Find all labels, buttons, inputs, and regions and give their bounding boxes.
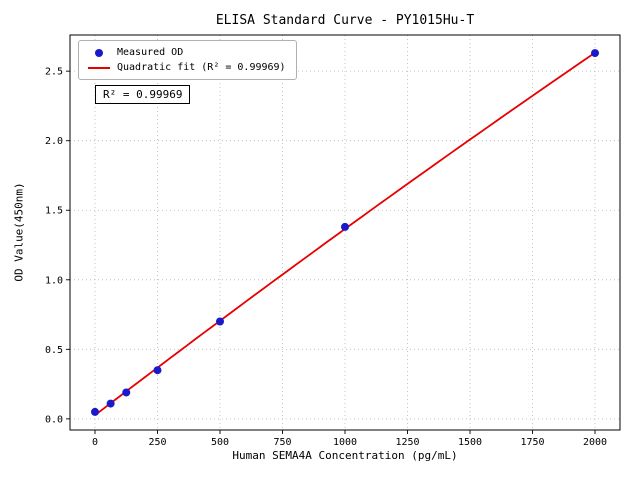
legend-item-measured-od: Measured OD xyxy=(87,45,286,60)
x-tick-label: 1500 xyxy=(458,437,482,448)
x-tick-label: 0 xyxy=(92,437,98,448)
x-tick-label: 1750 xyxy=(520,437,544,448)
y-tick-label: 0.0 xyxy=(45,414,63,425)
y-tick-label: 1.5 xyxy=(45,206,63,217)
legend: Measured OD Quadratic fit (R² = 0.99969) xyxy=(78,40,297,80)
legend-swatch xyxy=(87,48,111,57)
y-tick-label: 2.0 xyxy=(45,136,63,147)
y-tick-label: 0.5 xyxy=(45,345,63,356)
x-tick-label: 500 xyxy=(211,437,229,448)
x-tick-label: 250 xyxy=(148,437,166,448)
data-point xyxy=(591,49,599,58)
data-point xyxy=(153,366,162,375)
x-tick-label: 1000 xyxy=(333,437,357,448)
legend-label-quadratic-fit: Quadratic fit (R² = 0.99969) xyxy=(117,62,286,73)
data-point xyxy=(91,407,99,416)
legend-swatch xyxy=(87,66,111,69)
legend-label-measured-od: Measured OD xyxy=(117,47,184,58)
chart-title: ELISA Standard Curve - PY1015Hu-T xyxy=(215,13,475,28)
x-tick-label: 1250 xyxy=(395,437,419,448)
fit-line-marker-icon xyxy=(88,66,110,69)
data-point xyxy=(106,399,115,408)
r-squared-annotation: R² = 0.99969 xyxy=(95,85,191,104)
x-tick-label: 750 xyxy=(273,437,291,448)
y-tick-label: 2.5 xyxy=(45,67,63,78)
data-point xyxy=(341,222,349,231)
data-point xyxy=(216,317,224,326)
legend-item-quadratic-fit: Quadratic fit (R² = 0.99969) xyxy=(87,60,286,75)
x-tick-label: 2000 xyxy=(583,437,607,448)
y-axis-label: OD Value(450nm) xyxy=(12,182,26,282)
measured-od-marker-icon xyxy=(95,48,103,57)
data-point xyxy=(122,388,131,397)
y-tick-label: 1.0 xyxy=(45,275,63,286)
x-axis-label: Human SEMA4A Concentration (pg/mL) xyxy=(232,449,458,462)
